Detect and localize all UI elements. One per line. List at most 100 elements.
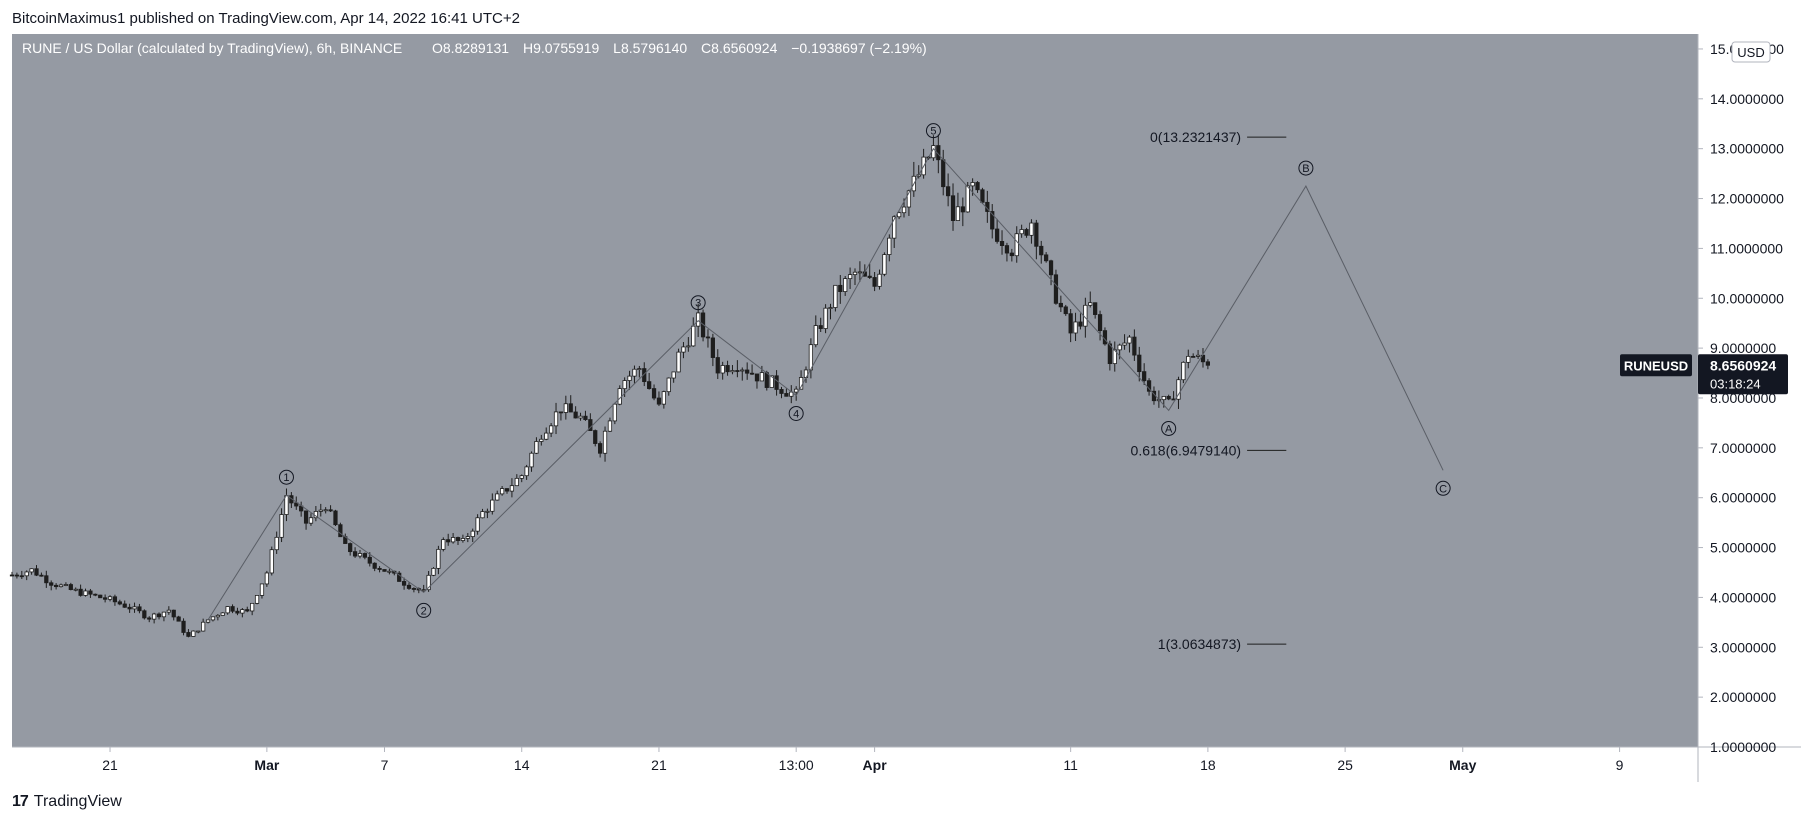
candle-body: [441, 539, 446, 550]
candle-body: [534, 441, 539, 454]
candle-body: [656, 397, 662, 405]
candle-body: [1048, 260, 1054, 276]
candle-body: [397, 572, 402, 582]
candle-body: [127, 606, 132, 610]
candle-body: [843, 278, 848, 292]
wave-label-b: B: [1302, 163, 1309, 175]
candle-body: [372, 562, 377, 569]
candle-body: [666, 377, 671, 393]
price-tick-label: 6.0000000: [1710, 490, 1776, 506]
candle-body: [617, 388, 622, 405]
price-tick-label: 9.0000000: [1710, 340, 1776, 356]
candle-body: [1132, 336, 1137, 356]
close-value: 8.6560924: [711, 40, 777, 56]
candle-body: [823, 307, 828, 329]
time-axis[interactable]: [12, 747, 1801, 782]
candle-body: [14, 574, 20, 577]
candle-body: [230, 606, 235, 612]
candle-body: [465, 536, 470, 539]
candle-body: [382, 569, 387, 572]
candle-body: [1137, 354, 1142, 373]
candle-body: [215, 614, 220, 618]
candle-body: [970, 182, 975, 187]
candle-body: [328, 509, 333, 512]
currency-badge[interactable]: USD: [1731, 41, 1771, 63]
wave-label-4: 4: [793, 408, 799, 420]
price-tick-label: 3.0000000: [1710, 639, 1776, 655]
price-tick-label: 13.0000000: [1710, 141, 1784, 157]
candle-body: [411, 588, 417, 590]
candle-body: [1044, 254, 1049, 262]
candle-body: [779, 389, 784, 394]
candle-body: [308, 517, 314, 524]
candle-body: [73, 588, 78, 591]
candle-body: [745, 369, 750, 374]
candle-body: [578, 415, 583, 419]
candle-body: [965, 185, 970, 213]
candle-body: [426, 574, 431, 591]
candle-body: [29, 568, 34, 573]
candle-body: [553, 411, 559, 427]
candle-body: [19, 575, 24, 578]
candle-body: [612, 403, 617, 422]
candle-body: [455, 537, 461, 541]
candle-body: [88, 590, 93, 595]
candle-body: [990, 211, 995, 230]
candle-body: [995, 228, 1000, 242]
candle-body: [1117, 344, 1122, 351]
candle-body: [877, 273, 882, 287]
tradingview-logo[interactable]: 17 TradingView: [12, 793, 122, 811]
candle-body: [740, 369, 745, 372]
candle-body: [602, 430, 608, 454]
candle-body: [887, 237, 892, 255]
candle-body: [1191, 355, 1196, 358]
candle-body: [901, 206, 907, 214]
candle-body: [377, 567, 382, 570]
candle-body: [892, 216, 897, 239]
plot-area[interactable]: [12, 34, 1698, 747]
candle-body: [514, 477, 519, 487]
candle-body: [53, 584, 59, 588]
candle-body: [117, 601, 122, 605]
price-chart[interactable]: 1 5.0000000 14.0000000 13.0000000 12.0000000…: [0, 0, 1813, 790]
candle-body: [1181, 361, 1186, 381]
candle-body: [161, 611, 167, 618]
candle-body: [1019, 229, 1024, 235]
candle-body: [720, 365, 725, 374]
time-axis-ticks: 21 Mar 7 14 21 13:00 Apr 11 18 25 May 9: [102, 747, 1624, 773]
candle-body: [250, 602, 255, 612]
price-tag-value: 8.6560924: [1710, 357, 1776, 373]
wave-label-2: 2: [421, 605, 427, 617]
time-tick-label: 18: [1200, 757, 1216, 773]
candle-body: [68, 584, 73, 590]
candle-body: [509, 485, 515, 492]
candle-body: [715, 357, 720, 374]
candle-body: [946, 186, 951, 197]
bar-countdown: 03:18:24: [1710, 376, 1761, 391]
candle-body: [191, 630, 196, 637]
fib-level-label: 0(13.2321437): [1150, 129, 1241, 145]
candle-body: [774, 375, 779, 390]
candle-body: [622, 380, 627, 390]
candle-body: [857, 271, 863, 274]
candle-body: [882, 254, 887, 275]
candle-body: [147, 617, 152, 620]
wave-label-circle: [1298, 160, 1314, 176]
candle-body: [274, 536, 279, 551]
candle-body: [98, 594, 103, 599]
candle-body: [107, 596, 113, 600]
candle-body: [735, 370, 740, 372]
candle-body: [470, 530, 475, 538]
candle-body: [852, 271, 858, 276]
candle-body: [529, 452, 534, 468]
candle-body: [323, 509, 328, 512]
candle-body: [573, 411, 578, 419]
wave-label-circle: [1435, 480, 1451, 496]
candle-body: [872, 277, 877, 287]
candle-body: [955, 206, 961, 221]
wave-label-circle: [416, 602, 432, 618]
elliott-wave-labels: 1 2 3 4 5 A B C: [278, 123, 1451, 618]
candle-body: [63, 584, 69, 586]
candle-body: [1161, 395, 1166, 401]
currency-badge-box[interactable]: [1731, 41, 1771, 63]
